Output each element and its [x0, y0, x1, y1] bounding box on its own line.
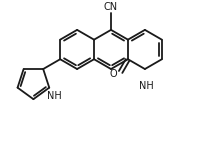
Text: CN: CN	[104, 2, 118, 12]
Text: O: O	[110, 69, 117, 79]
Text: NH: NH	[47, 91, 61, 101]
Text: NH: NH	[139, 81, 154, 91]
